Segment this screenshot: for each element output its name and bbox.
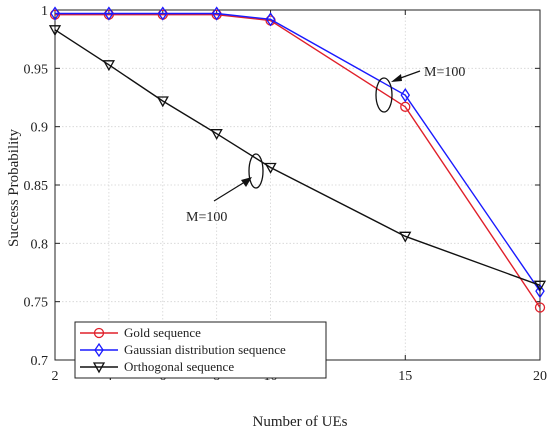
legend-items: Gold sequence Gaussian distribution seque… xyxy=(80,325,286,374)
series-line xyxy=(54,29,541,286)
y-tick-label: 0.95 xyxy=(24,62,49,77)
data-point xyxy=(265,12,276,27)
annotation-top: M=100 xyxy=(375,65,465,113)
series-line xyxy=(55,13,541,308)
y-tick-label: 0.8 xyxy=(31,237,49,252)
data-point xyxy=(210,129,223,141)
data-point xyxy=(48,25,62,37)
annotation-ellipse xyxy=(248,153,264,189)
legend-item: Orthogonal sequence xyxy=(80,359,234,374)
y-axis-title: Success Probability xyxy=(6,129,22,247)
data-point xyxy=(50,6,60,21)
series-group xyxy=(48,6,547,313)
data-point xyxy=(211,6,222,21)
legend-swatch-marker xyxy=(93,327,105,339)
annotation-bottom: M=100 xyxy=(186,153,264,225)
series-gold-sequence xyxy=(49,9,546,313)
annotation-ellipse xyxy=(375,77,393,113)
series-orthogonal-sequence xyxy=(48,25,547,292)
legend-label: Gold sequence xyxy=(124,325,201,340)
y-tick-label: 1 xyxy=(41,4,48,19)
y-tick-label: 0.85 xyxy=(24,179,49,194)
data-point xyxy=(104,6,114,21)
annotation-arrow xyxy=(213,179,249,202)
legend-swatch-marker xyxy=(92,362,106,374)
x-tick-label: 15 xyxy=(398,369,412,384)
y-tick-label: 0.7 xyxy=(31,354,49,369)
data-point xyxy=(156,96,169,108)
annotation-label: M=100 xyxy=(186,210,227,225)
legend-item: Gaussian distribution sequence xyxy=(80,342,286,358)
y-tick-label: 0.75 xyxy=(24,296,49,311)
data-point xyxy=(533,280,547,292)
data-point xyxy=(399,231,412,243)
data-point xyxy=(400,87,411,103)
legend: Gold sequence Gaussian distribution seque… xyxy=(74,321,327,379)
series-gaussian-distribution-sequence xyxy=(50,6,545,299)
data-point xyxy=(157,6,168,21)
x-tick-label: 2 xyxy=(52,369,59,384)
data-point xyxy=(534,302,546,313)
x-axis-title: Number of UEs xyxy=(253,414,348,430)
annotation-label: M=100 xyxy=(424,65,465,80)
x-tick-label: 20 xyxy=(533,369,547,384)
y-tick-label: 0.9 xyxy=(31,121,49,136)
annotation-arrowhead xyxy=(391,74,402,82)
data-point xyxy=(264,162,277,174)
legend-item: Gold sequence xyxy=(80,325,201,340)
legend-swatch-marker xyxy=(94,342,104,358)
data-point xyxy=(535,283,545,299)
annotation-arrowhead xyxy=(241,177,252,187)
legend-label: Gaussian distribution sequence xyxy=(124,342,286,357)
legend-label: Orthogonal sequence xyxy=(124,359,234,374)
series-line xyxy=(55,12,541,292)
data-point xyxy=(102,60,115,72)
